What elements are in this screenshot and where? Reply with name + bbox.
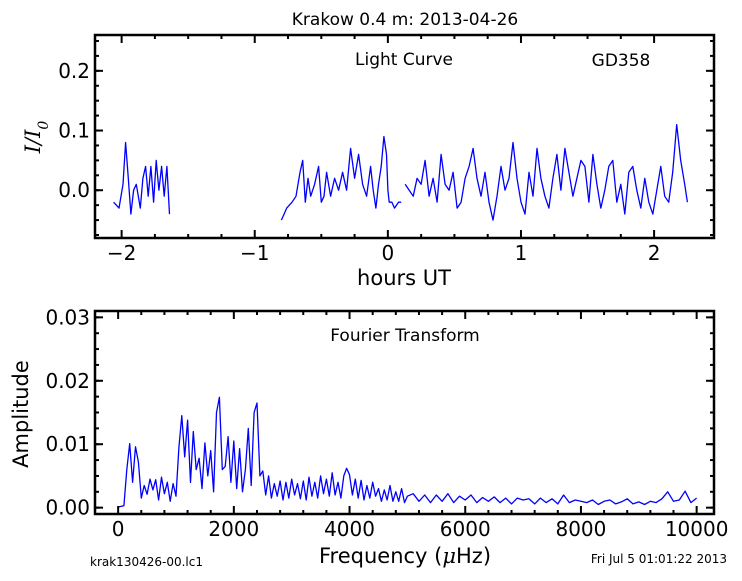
fourier-transform-y-tick-label: 0.03 <box>45 305 90 329</box>
light-curve-series-0 <box>113 141 171 215</box>
fourier-transform-lines <box>117 396 698 508</box>
light-curve-x-tick-label: 1 <box>515 241 528 265</box>
light-curve-y-tick-label: 0.2 <box>58 59 90 83</box>
light-curve-series-1 <box>280 135 402 221</box>
fourier-transform-frame <box>93 309 716 516</box>
light-curve-frame <box>93 33 716 240</box>
fourier-transform-x-tick-label: 0 <box>112 517 125 541</box>
fourier-transform-x-tick-label: 8000 <box>555 517 606 541</box>
light-curve-panel: −2 −1 0 1 2 0.0 0.1 0.2 Light Curve GD358 hours… <box>21 33 716 290</box>
fourier-transform-x-tick-label: 10000 <box>665 517 729 541</box>
light-curve-x-tick-label: −2 <box>107 241 136 265</box>
light-curve-y-tick-label: 0.1 <box>58 119 90 143</box>
light-curve-x-tick-label: 2 <box>648 241 661 265</box>
x-label-suffix: Hz) <box>456 544 491 568</box>
light-curve-x-tick-label: −1 <box>240 241 269 265</box>
fourier-transform-panel: 0 2000 4000 6000 8000 10000 0.00 0.01 0.02 0.03 F… <box>9 305 728 568</box>
y-label-intensity: I <box>21 144 45 154</box>
y-label-subscript: 0 <box>36 121 52 130</box>
light-curve-x-axis-label: hours UT <box>357 266 451 290</box>
light-curve-x-tick-label: 0 <box>381 241 394 265</box>
light-curve-y-tick-label: 0.0 <box>58 178 90 202</box>
x-label-mu: μ <box>442 544 456 568</box>
light-curve-ticks: −2 −1 0 1 2 0.0 0.1 0.2 <box>58 35 714 265</box>
fourier-transform-x-tick-label: 2000 <box>208 517 259 541</box>
fourier-transform-y-tick-label: 0.00 <box>45 496 90 520</box>
y-label-divider: / <box>21 136 45 147</box>
figure-title: Krakow 0.4 m: 2013-04-26 <box>292 10 518 30</box>
fourier-transform-x-axis-label: Frequency (μHz) <box>319 544 491 568</box>
light-curve-y-axis-label: I/I0 <box>21 121 52 155</box>
fourier-transform-series-0 <box>117 396 698 508</box>
fourier-transform-x-tick-label: 4000 <box>324 517 375 541</box>
light-curve-lines <box>113 123 689 221</box>
star-name-annotation: GD358 <box>592 51 651 71</box>
light-curve-annotation: Light Curve <box>355 50 453 70</box>
footer-filename: krak130426-00.lc1 <box>90 555 203 569</box>
footer-timestamp: Fri Jul 5 01:01:22 2013 <box>591 552 727 566</box>
x-label-prefix: Frequency ( <box>319 544 442 568</box>
fourier-transform-ticks: 0 2000 4000 6000 8000 10000 0.00 0.01 0.02 0.03 <box>45 305 728 541</box>
fourier-transform-annotation: Fourier Transform <box>330 326 479 346</box>
fourier-transform-y-axis-label: Amplitude <box>9 360 33 468</box>
fourier-transform-y-tick-label: 0.02 <box>45 369 90 393</box>
y-label-intensity-ref: I <box>21 129 45 139</box>
fourier-transform-y-tick-label: 0.01 <box>45 432 90 456</box>
fourier-transform-x-tick-label: 6000 <box>440 517 491 541</box>
light-curve-series-2 <box>404 123 689 221</box>
